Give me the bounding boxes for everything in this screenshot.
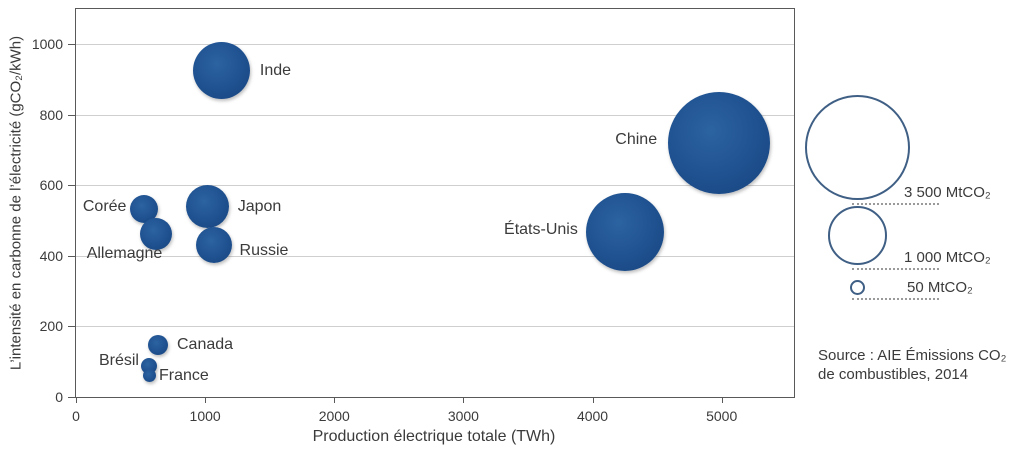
legend-leader-line xyxy=(852,203,939,205)
gridline xyxy=(76,44,794,46)
gridline xyxy=(76,326,794,328)
x-axis-tick xyxy=(334,397,336,403)
x-axis-tick-label: 1000 xyxy=(189,408,221,424)
x-axis-tick-label: 5000 xyxy=(706,408,738,424)
bubble-label: États-Unis xyxy=(504,220,578,238)
bubble-label: Russie xyxy=(239,241,289,259)
source-line-2: de combustibles, 2014 xyxy=(818,366,969,383)
plot-area: 0 200 400 600 800 1000 0 1000 2000 3000 4000 5000 In… xyxy=(32,8,795,424)
y-axis-tick-label: 400 xyxy=(39,247,63,264)
legend-circle xyxy=(827,206,887,265)
y-axis-tick-label: 600 xyxy=(39,177,63,194)
bubble-label: Chine xyxy=(615,131,658,149)
legend-leader-line xyxy=(852,298,939,300)
y-axis-tick xyxy=(68,326,75,328)
y-axis-tick-label: 200 xyxy=(39,318,63,335)
legend-label: 50 MtCO₂ xyxy=(907,279,973,296)
bubble-label: Japon xyxy=(237,197,282,215)
source-line-1: Source : AIE Émissions CO₂ xyxy=(818,347,1007,364)
bubble xyxy=(195,226,232,263)
legend-leader-line xyxy=(852,268,939,270)
y-axis-tick-label: 0 xyxy=(55,389,63,405)
y-axis-tick xyxy=(68,44,75,46)
bubble-label: Brésil xyxy=(98,351,139,369)
x-axis-tick-label: 4000 xyxy=(576,408,609,424)
bubble-label: France xyxy=(158,367,209,385)
bubble xyxy=(148,335,168,356)
gridline xyxy=(76,255,794,257)
bubble xyxy=(186,185,230,229)
y-axis-title: L’intensité en carbonne de l’électricité… xyxy=(7,35,25,371)
gridline xyxy=(76,185,794,187)
bubble-label: Canada xyxy=(177,336,234,354)
x-axis-tick-label: 2000 xyxy=(318,408,350,424)
bubble-label: Inde xyxy=(259,61,292,79)
y-axis-tick xyxy=(68,114,75,116)
legend-label: 1 000 MtCO₂ xyxy=(904,249,991,266)
x-axis-tick xyxy=(592,397,594,403)
y-axis-tick xyxy=(68,397,75,398)
y-axis-tick xyxy=(68,185,75,187)
y-axis-tick-label: 800 xyxy=(39,106,63,123)
y-axis-tick-label: 1000 xyxy=(31,36,63,53)
x-axis-tick xyxy=(205,397,207,403)
x-axis-tick xyxy=(463,397,465,403)
legend-label: 3 500 MtCO₂ xyxy=(904,184,991,201)
legend-circle xyxy=(849,280,865,295)
bubble xyxy=(143,368,157,382)
x-axis-tick-label: 3000 xyxy=(447,408,479,424)
x-axis-tick-label: 0 xyxy=(72,408,80,424)
legend-circle xyxy=(804,95,910,200)
x-axis-tick xyxy=(721,397,723,403)
source-note: Source : AIE Émissions CO₂ de combustibl… xyxy=(818,346,1006,384)
bubble-label: Corée xyxy=(82,197,127,215)
bubble xyxy=(193,42,251,100)
x-axis-title: Production électrique totale (TWh) xyxy=(312,428,556,445)
bubble xyxy=(585,192,664,271)
x-axis-tick xyxy=(76,397,77,403)
y-axis-tick xyxy=(68,255,75,257)
bubble-label: Allemagne xyxy=(86,245,163,263)
bubble xyxy=(140,218,173,251)
gridline xyxy=(76,114,794,116)
bubble xyxy=(668,92,771,195)
